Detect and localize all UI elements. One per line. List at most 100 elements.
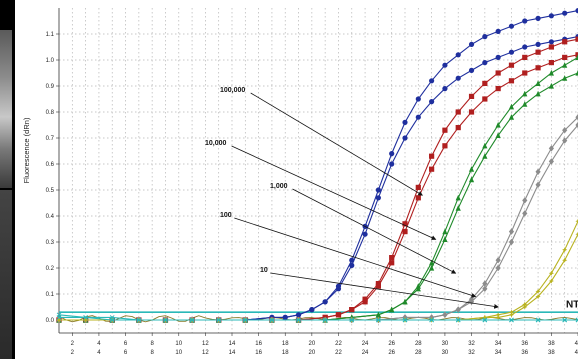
data-point bbox=[189, 317, 195, 323]
x-tick-label: 20 bbox=[309, 341, 316, 347]
data-point bbox=[562, 62, 568, 68]
data-point bbox=[575, 69, 578, 76]
data-point bbox=[389, 161, 395, 167]
data-point bbox=[548, 145, 554, 152]
data-point bbox=[508, 114, 515, 120]
x-tick-label-secondary: 32 bbox=[468, 350, 475, 356]
data-point bbox=[548, 158, 554, 165]
data-point-stroke bbox=[56, 312, 62, 318]
x-tick-label: 40 bbox=[575, 341, 578, 347]
data-point bbox=[415, 114, 421, 120]
data-point bbox=[548, 270, 554, 276]
left-panel bbox=[0, 0, 13, 359]
data-point-stroke bbox=[322, 317, 328, 323]
data-point bbox=[575, 121, 578, 129]
data-point bbox=[242, 317, 248, 323]
x-tick-label-secondary: 24 bbox=[362, 350, 369, 356]
data-point-stroke bbox=[83, 315, 88, 320]
data-point bbox=[562, 39, 568, 45]
data-point bbox=[402, 119, 408, 125]
data-point bbox=[482, 280, 488, 287]
data-point-stroke bbox=[562, 317, 568, 323]
data-point bbox=[442, 143, 448, 149]
data-point bbox=[389, 151, 395, 157]
data-point bbox=[508, 228, 515, 235]
data-point bbox=[495, 121, 501, 128]
data-point bbox=[495, 28, 501, 34]
data-point bbox=[349, 262, 355, 268]
data-point bbox=[495, 54, 501, 61]
y-tick-label: 0.1 bbox=[46, 292, 55, 298]
amplification-chart: 0.00.10.20.30.40.50.60.70.80.91.01.12244… bbox=[22, 8, 578, 356]
y-axis-label: Fluorescence (dRn) bbox=[22, 117, 31, 183]
x-tick-label-secondary: 10 bbox=[175, 350, 182, 356]
y-tick-label: 0.7 bbox=[46, 136, 55, 142]
data-point bbox=[335, 312, 342, 318]
data-point bbox=[575, 54, 578, 60]
data-point bbox=[548, 13, 554, 19]
y-tick-label: 0.9 bbox=[46, 84, 55, 90]
data-point bbox=[429, 317, 434, 323]
data-point bbox=[509, 317, 514, 323]
data-point bbox=[455, 125, 461, 131]
data-point bbox=[562, 54, 568, 60]
x-tick-label: 24 bbox=[362, 341, 369, 347]
series-line bbox=[59, 56, 578, 321]
data-point-stroke bbox=[509, 317, 514, 323]
x-tick-label: 34 bbox=[495, 341, 502, 347]
data-point bbox=[468, 166, 475, 172]
data-point bbox=[402, 135, 408, 141]
x-tick-label: 26 bbox=[388, 341, 395, 347]
y-tick-label: 0.2 bbox=[46, 266, 55, 272]
data-point bbox=[402, 317, 408, 323]
data-point bbox=[56, 317, 62, 323]
y-tick-label: 0.8 bbox=[46, 110, 55, 116]
x-tick-label-secondary: 34 bbox=[495, 350, 502, 356]
y-tick-label: 0.4 bbox=[46, 214, 55, 220]
y-tick-label: 0.3 bbox=[46, 240, 55, 246]
data-point bbox=[495, 86, 501, 92]
data-point bbox=[322, 299, 328, 305]
x-tick-label-secondary: 6 bbox=[124, 350, 128, 356]
x-tick-label-secondary: 26 bbox=[388, 350, 395, 356]
data-point bbox=[575, 231, 578, 237]
x-tick-label: 14 bbox=[229, 341, 236, 347]
data-point bbox=[508, 312, 515, 318]
data-point bbox=[508, 103, 515, 110]
data-point-stroke bbox=[163, 317, 168, 323]
chart-frame: 0.0 0.1 0.2 0.3 0.4 0.5 0.6 0.7 0.8 0.9 1.0 1.1 2 2 4 4… bbox=[15, 0, 578, 359]
annotation-arrow bbox=[250, 92, 423, 196]
data-point bbox=[429, 153, 435, 159]
data-point bbox=[508, 238, 515, 246]
data-point bbox=[535, 288, 541, 294]
data-point bbox=[282, 314, 288, 320]
series-line bbox=[59, 116, 578, 321]
series-line bbox=[59, 124, 578, 321]
data-point bbox=[442, 62, 448, 68]
data-point bbox=[548, 39, 554, 45]
data-point bbox=[442, 86, 448, 92]
x-tick-label: 28 bbox=[415, 341, 422, 347]
data-point bbox=[562, 317, 568, 323]
data-point-stroke bbox=[402, 317, 408, 323]
x-tick-label-secondary: 20 bbox=[309, 350, 316, 356]
data-point bbox=[415, 96, 421, 102]
data-point bbox=[402, 229, 408, 235]
data-point bbox=[109, 315, 115, 320]
data-point bbox=[375, 311, 381, 318]
data-point bbox=[522, 44, 528, 50]
data-point bbox=[376, 317, 381, 323]
y-tick-label: 0.6 bbox=[46, 162, 55, 168]
annotation-arrow bbox=[270, 272, 499, 309]
x-tick-label: 4 bbox=[97, 341, 101, 347]
data-point bbox=[495, 132, 501, 138]
data-point bbox=[495, 257, 501, 264]
data-point bbox=[309, 307, 315, 313]
data-point bbox=[562, 257, 568, 263]
data-point-stroke bbox=[216, 317, 222, 323]
data-point bbox=[495, 314, 501, 320]
x-tick-label-secondary: 38 bbox=[548, 350, 555, 356]
photo-thumbnail bbox=[0, 30, 12, 188]
x-tick-label: 12 bbox=[202, 341, 209, 347]
annotation-arrow bbox=[234, 217, 477, 298]
